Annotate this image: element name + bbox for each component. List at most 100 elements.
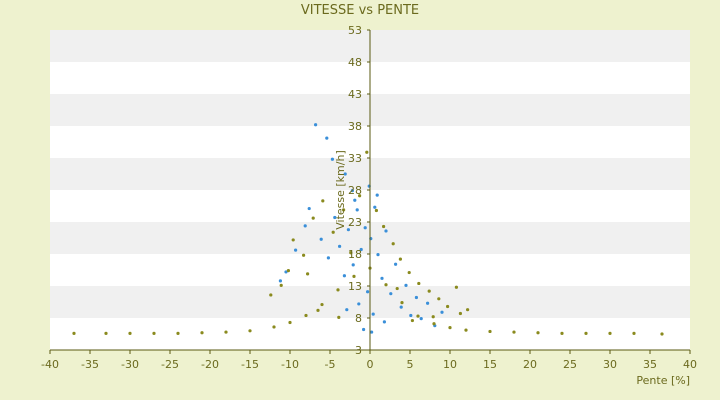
olive-data-point (536, 331, 540, 335)
olive-data-point (431, 315, 435, 319)
olive-data-point (407, 270, 411, 275)
olive-data-point (584, 331, 588, 335)
blue-data-point (394, 262, 398, 266)
blue-data-point (414, 295, 418, 300)
x-tick-label: 40 (683, 358, 697, 371)
olive-data-point (272, 325, 276, 329)
blue-data-point (409, 313, 413, 318)
x-tick-label: 15 (483, 358, 497, 371)
blue-data-point (440, 310, 444, 314)
blue-data-point (376, 253, 380, 257)
blue-data-point (346, 228, 350, 232)
olive-data-point (417, 281, 421, 286)
olive-data-point (374, 208, 378, 213)
olive-data-point (466, 308, 470, 312)
x-tick-label: -5 (325, 358, 336, 371)
olive-data-point (288, 320, 292, 325)
olive-data-point (152, 331, 156, 335)
y-tick-label: 28 (348, 184, 362, 197)
olive-data-point (302, 253, 306, 257)
x-tick-label: -35 (81, 358, 99, 371)
chart-title: VITESSE vs PENTE (301, 3, 419, 18)
x-tick-label: -30 (121, 358, 139, 371)
blue-data-point (294, 248, 298, 252)
olive-data-point (512, 330, 516, 334)
blue-data-point (326, 256, 330, 260)
x-tick-label: 5 (407, 358, 414, 371)
olive-data-point (395, 286, 399, 291)
olive-data-point (384, 283, 388, 287)
olive-data-point (321, 199, 325, 203)
blue-data-point (399, 305, 403, 309)
x-axis-ticks: -40 -35 -30 -25 -20 -15 -10 -5 0 5 10 15 20 25 30 35 40 (41, 350, 697, 371)
data-points (72, 123, 664, 336)
olive-data-point (446, 304, 450, 309)
blue-data-point (325, 136, 329, 140)
olive-data-point (269, 293, 273, 297)
olive-data-point (72, 331, 76, 335)
x-tick-label: -15 (241, 358, 259, 371)
y-tick-label: 13 (348, 280, 362, 293)
x-tick-label: -25 (161, 358, 179, 371)
olive-data-point (304, 313, 308, 318)
olive-data-point (660, 332, 664, 336)
blue-data-point (333, 215, 337, 220)
olive-data-point (342, 208, 346, 212)
blue-data-point (359, 247, 363, 252)
olive-data-point (176, 331, 180, 335)
blue-data-point (284, 270, 288, 274)
olive-data-point (632, 331, 636, 335)
blue-data-point (307, 206, 311, 211)
olive-data-point (410, 318, 414, 323)
x-tick-label: -20 (201, 358, 219, 371)
blue-data-point (303, 224, 307, 228)
olive-data-point (320, 302, 324, 307)
x-tick-label: 30 (603, 358, 617, 371)
blue-data-point (363, 226, 367, 230)
olive-data-point (365, 150, 369, 154)
blue-data-point (370, 330, 374, 334)
y-tick-label: 3 (355, 344, 362, 357)
olive-data-point (560, 331, 564, 335)
olive-data-point (432, 322, 436, 326)
olive-data-point (358, 194, 362, 198)
olive-data-point (458, 311, 462, 316)
x-tick-label: 0 (367, 358, 374, 371)
olive-data-point (400, 301, 404, 305)
blue-data-point (319, 237, 323, 241)
blue-data-point (343, 172, 347, 176)
x-tick-label: 20 (523, 358, 537, 371)
olive-data-point (291, 238, 295, 242)
blue-data-point (375, 193, 379, 197)
olive-data-point (316, 308, 320, 312)
olive-data-point (336, 288, 340, 292)
olive-data-point (437, 297, 441, 301)
x-tick-label: -10 (281, 358, 299, 371)
olive-data-point (224, 330, 228, 334)
olive-data-point (337, 315, 341, 319)
y-tick-label: 43 (348, 88, 362, 101)
blue-data-point (362, 327, 366, 332)
blue-data-point (389, 292, 393, 296)
olive-data-point (279, 283, 283, 287)
olive-data-point (331, 230, 335, 234)
olive-data-point (352, 274, 356, 278)
y-tick-label: 8 (355, 312, 362, 325)
blue-data-point (314, 123, 318, 127)
blue-data-point (353, 198, 357, 202)
y-tick-label: 18 (348, 248, 362, 261)
olive-data-point (608, 331, 612, 335)
blue-data-point (338, 244, 342, 248)
y-tick-label: 48 (348, 56, 362, 69)
blue-data-point (426, 301, 430, 305)
y-tick-label: 33 (348, 152, 362, 165)
blue-data-point (373, 205, 377, 209)
blue-data-point (384, 229, 388, 233)
x-axis-label: Pente [%] (636, 374, 690, 387)
olive-data-point (464, 328, 468, 332)
blue-data-point (342, 274, 346, 278)
olive-data-point (286, 269, 290, 273)
